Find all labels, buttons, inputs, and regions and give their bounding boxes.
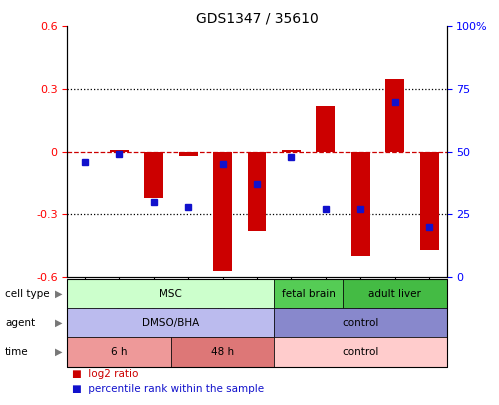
Text: ■  log2 ratio: ■ log2 ratio [72,369,139,379]
Bar [248,152,266,231]
Bar [282,149,301,152]
Text: ■  percentile rank within the sample: ■ percentile rank within the sample [72,384,264,394]
Bar [351,152,370,256]
Text: MSC: MSC [159,289,182,298]
Text: ▶: ▶ [55,289,62,298]
Text: 48 h: 48 h [211,347,234,357]
Text: cell type: cell type [5,289,49,298]
Text: control: control [342,318,379,328]
Text: agent: agent [5,318,35,328]
Text: ▶: ▶ [55,318,62,328]
Bar [144,152,163,198]
Text: fetal brain: fetal brain [282,289,336,298]
Bar [385,79,404,152]
Text: ▶: ▶ [55,347,62,357]
Text: DMSO/BHA: DMSO/BHA [142,318,200,328]
Bar [420,152,439,250]
Bar [213,152,232,271]
Bar [179,152,198,156]
Text: control: control [342,347,379,357]
Text: adult liver: adult liver [368,289,421,298]
Text: time: time [5,347,28,357]
Bar [110,149,129,152]
Bar [316,106,335,152]
Title: GDS1347 / 35610: GDS1347 / 35610 [196,11,318,25]
Text: 6 h: 6 h [111,347,127,357]
